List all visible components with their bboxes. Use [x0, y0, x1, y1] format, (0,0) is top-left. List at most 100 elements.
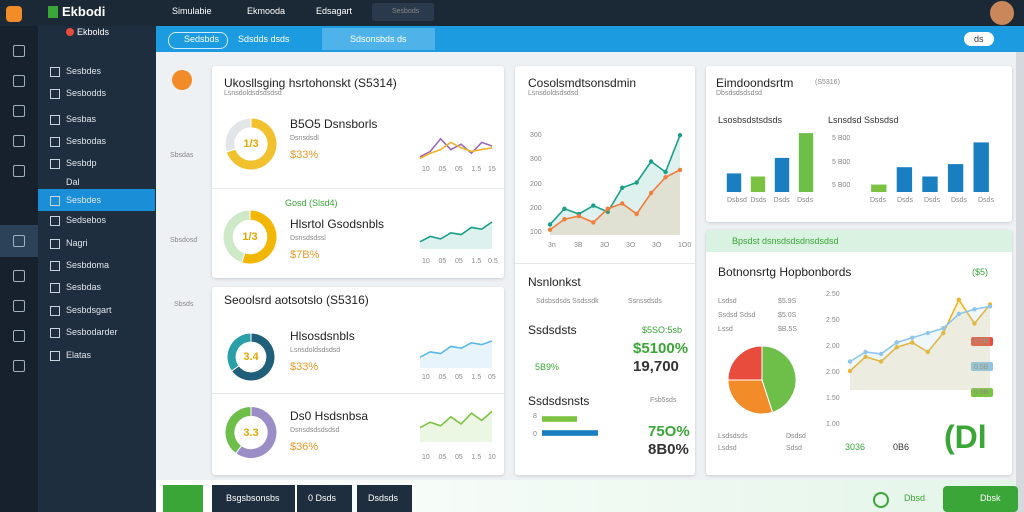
axis: 15: [488, 166, 496, 173]
line-chart: [419, 410, 493, 442]
scrollbar[interactable]: [1016, 52, 1024, 512]
legend: Dsds: [797, 197, 813, 204]
labels: Sbsdas: [170, 152, 194, 159]
label: Dsnsdsdsdsdsd: [290, 427, 340, 434]
labels: Lsdsd: [718, 298, 737, 305]
subtitle: Lsnsdoldsdsdsdsd: [224, 90, 282, 97]
rail-icon[interactable]: [13, 45, 25, 57]
xlabels: 3n: [548, 242, 556, 249]
rail-icon[interactable]: [13, 105, 25, 117]
name: Ds0 Hsdsnbsa: [290, 409, 369, 423]
items[interactable]: Nagri: [66, 238, 88, 248]
line: [419, 137, 493, 158]
toolbar: [156, 26, 1024, 52]
search-box[interactable]: [372, 3, 434, 21]
rail-icon[interactable]: [13, 300, 25, 312]
point: [634, 180, 639, 185]
rail-icon[interactable]: [13, 135, 25, 147]
ylabels: 300: [530, 132, 542, 139]
items[interactable]: Sesbas: [66, 114, 97, 124]
bar: [871, 184, 887, 192]
center: 3.3: [243, 426, 259, 439]
area: [420, 411, 492, 442]
toolbar-button[interactable]: [168, 32, 228, 49]
items[interactable]: Sesbdes: [66, 66, 102, 76]
rail-icon[interactable]: [13, 235, 25, 247]
active-item[interactable]: [38, 189, 155, 211]
ylabels: 5 B00: [832, 182, 851, 189]
divider: [212, 393, 504, 394]
badge: [172, 70, 192, 90]
values: $B.5S: [778, 326, 798, 333]
small-1: 5B9%: [535, 362, 560, 372]
items[interactable]: Sesbdes: [66, 195, 102, 205]
card: [515, 66, 695, 475]
value: $36%: [290, 441, 319, 453]
rail-icon[interactable]: [13, 360, 25, 372]
footer-button[interactable]: [212, 485, 295, 512]
toolbar-pill[interactable]: [964, 32, 994, 46]
rail-icon[interactable]: [13, 270, 25, 282]
axis: 05: [438, 374, 447, 381]
bar: [726, 173, 742, 192]
footer-button[interactable]: [357, 485, 412, 512]
axis: 10: [422, 258, 430, 265]
barlabels: 0: [533, 431, 537, 438]
rail-active: [0, 225, 38, 257]
point: [878, 351, 884, 357]
label-2: Ssdsdsnsts: [528, 394, 590, 408]
ylabels: 5 B00: [832, 158, 851, 166]
tabs: Ekmooda: [247, 6, 286, 16]
menu-icon: [50, 67, 60, 77]
items[interactable]: Sesbdas: [66, 282, 102, 292]
center: 1/3: [242, 231, 258, 243]
note-2: Fsb5sds: [650, 397, 677, 404]
items[interactable]: Sesbdoma: [66, 260, 110, 270]
avatar[interactable]: [990, 1, 1014, 25]
xlabels: 3O: [652, 242, 662, 249]
items[interactable]: Sedsebos: [66, 215, 107, 225]
bar-chart: [871, 142, 989, 192]
footer-button[interactable]: [297, 485, 352, 512]
axis: 05: [455, 258, 463, 265]
menu-icon: [50, 239, 60, 249]
value: $7B%: [290, 249, 320, 261]
point: [972, 307, 977, 312]
card-banner: [706, 230, 1012, 252]
ylabels: 200: [530, 204, 542, 212]
xlabels: 3O: [626, 242, 636, 249]
items[interactable]: Sesbodds: [66, 88, 107, 98]
ylabels: 100: [530, 229, 542, 236]
legend: Dsds: [978, 197, 994, 204]
items[interactable]: Sesbdp: [66, 158, 97, 168]
rail-icon[interactable]: [13, 330, 25, 342]
items[interactable]: Sesbodarder: [66, 327, 118, 337]
bar: [798, 133, 814, 192]
bar: [542, 416, 577, 422]
items[interactable]: Sesbodas: [66, 136, 107, 146]
footer-green[interactable]: [163, 485, 203, 512]
card: [212, 287, 504, 475]
values: $5.0S: [778, 312, 797, 319]
items[interactable]: Dal: [66, 177, 80, 187]
bar: [774, 157, 790, 192]
area: [850, 306, 990, 390]
axis: 05: [438, 258, 447, 265]
line-chart: [419, 340, 493, 368]
tabs: Simulabie: [172, 6, 212, 16]
toolbar-search[interactable]: [322, 28, 435, 50]
legend: Dsds: [897, 197, 913, 204]
items[interactable]: Sesbdsgart: [66, 305, 112, 315]
pills: 0.5B: [974, 338, 989, 345]
buttons: Dsdsds: [368, 493, 399, 503]
bar: [896, 167, 913, 192]
line-chart: [847, 297, 993, 390]
items[interactable]: Elatas: [66, 350, 92, 360]
legend: Ssnssdsds: [628, 298, 662, 305]
rail-icon[interactable]: [13, 165, 25, 177]
action-button[interactable]: [943, 486, 1018, 512]
menu-icon: [50, 115, 60, 125]
axis: 1.5: [471, 454, 482, 461]
rail-icon[interactable]: [13, 75, 25, 87]
